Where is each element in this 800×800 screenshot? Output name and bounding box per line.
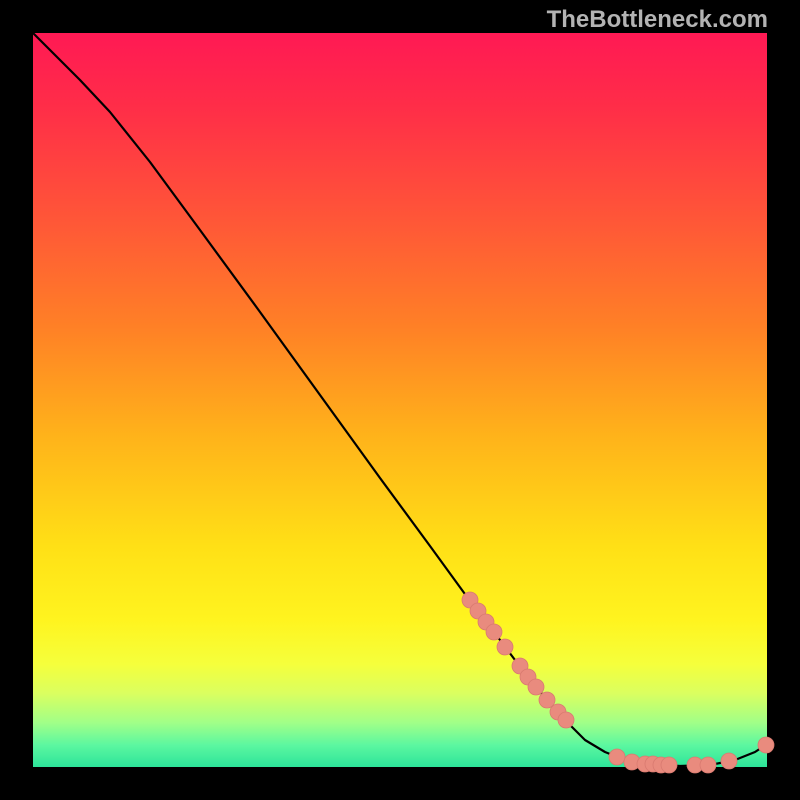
marker-group <box>462 592 774 773</box>
data-point-marker <box>528 679 544 695</box>
data-point-marker <box>486 624 502 640</box>
data-point-marker <box>558 712 574 728</box>
data-point-marker <box>661 757 677 773</box>
data-point-marker <box>497 639 513 655</box>
watermark-label: TheBottleneck.com <box>547 6 768 34</box>
data-point-marker <box>609 749 625 765</box>
bottleneck-curve <box>33 33 767 766</box>
chart-overlay <box>0 0 800 800</box>
chart-stage: TheBottleneck.com <box>0 0 800 800</box>
data-point-marker <box>721 753 737 769</box>
data-point-marker <box>758 737 774 753</box>
data-point-marker <box>700 757 716 773</box>
